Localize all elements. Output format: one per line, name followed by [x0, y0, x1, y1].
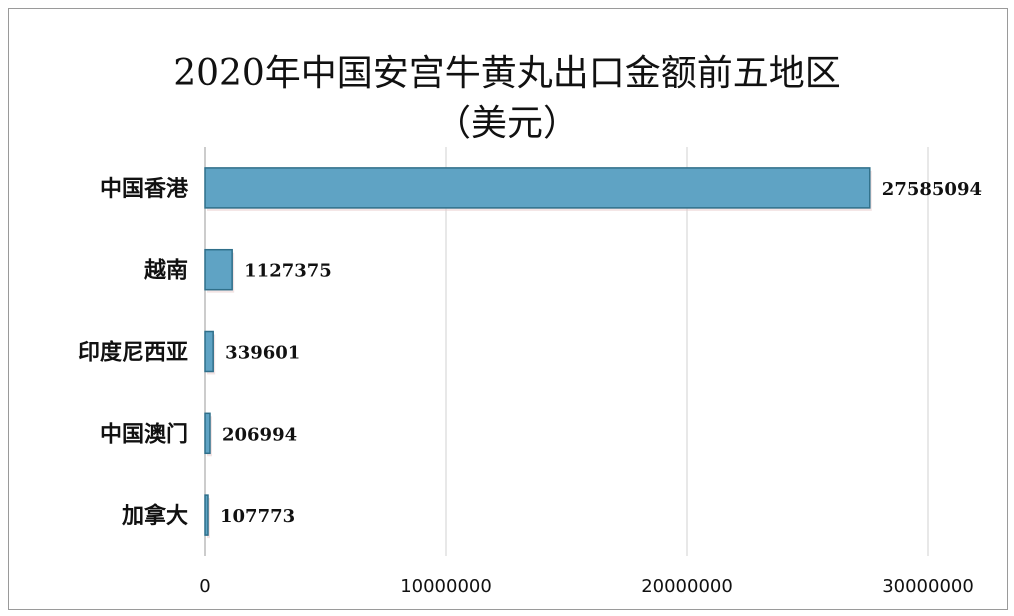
category-label: 印度尼西亚 — [78, 340, 188, 366]
chart-subtitle: （美元） — [435, 103, 579, 144]
data-label: 1127375 — [244, 261, 332, 282]
chart-title: 2020年中国安宫牛黄丸出口金额前五地区 — [173, 53, 841, 94]
bar — [204, 330, 214, 373]
bar — [204, 494, 209, 536]
data-label: 107773 — [220, 506, 295, 527]
category-label: 中国香港 — [100, 177, 189, 202]
x-tick-label: 10000000 — [400, 576, 492, 597]
category-label: 加拿大 — [121, 503, 188, 529]
category-label: 中国澳门 — [100, 421, 188, 447]
bar — [204, 167, 871, 209]
x-tick-label: 20000000 — [641, 576, 733, 597]
data-label: 206994 — [222, 424, 297, 445]
bar — [204, 412, 211, 455]
x-tick-label: 0 — [199, 576, 210, 597]
bar — [204, 248, 233, 291]
category-label: 越南 — [143, 259, 188, 284]
chart-frame — [8, 8, 1008, 610]
data-label: 27585094 — [882, 179, 982, 200]
x-tick-label: 30000000 — [882, 576, 974, 597]
data-label: 339601 — [225, 343, 300, 364]
